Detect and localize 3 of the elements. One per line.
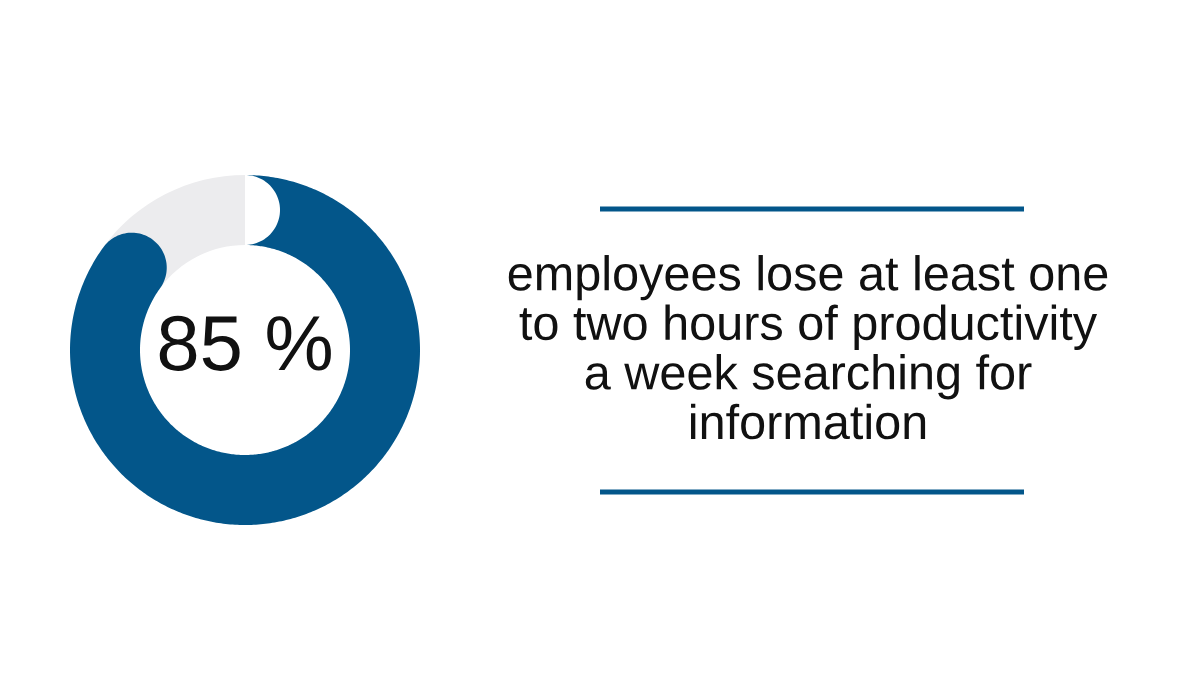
data-label: 85 %: [159, 315, 331, 371]
donut-slice: [70, 175, 420, 525]
text: employees lose at least one to two hours of productivity a week searching for information: [508, 255, 1108, 440]
